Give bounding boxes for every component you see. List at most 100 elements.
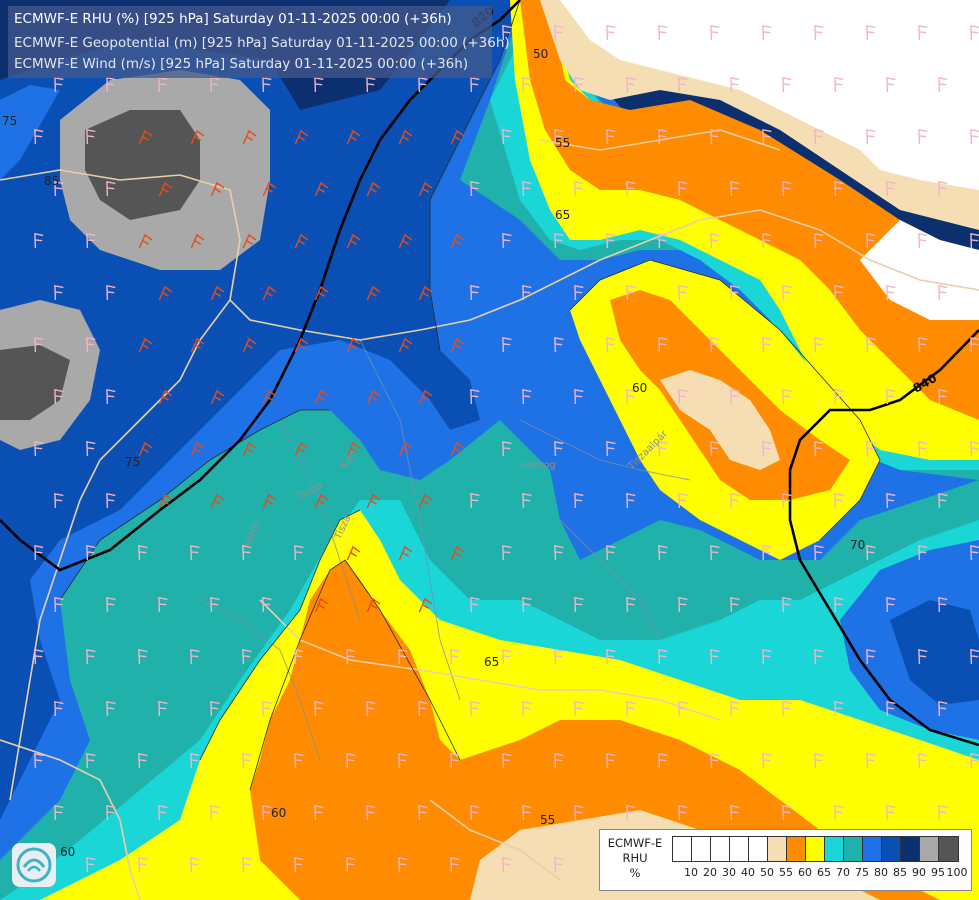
- legend-swatch: [787, 837, 806, 861]
- wind-barb: [886, 389, 896, 405]
- wind-barb: [366, 389, 381, 405]
- wind-barb: [86, 233, 96, 249]
- wind-barb: [450, 233, 465, 249]
- border-lines: [0, 129, 979, 900]
- rhu-label: 55: [540, 813, 555, 827]
- wind-barb: [398, 857, 408, 873]
- wind-barb: [54, 597, 64, 613]
- rhu-label: 60: [632, 381, 647, 395]
- wind-barb: [398, 545, 413, 561]
- wind-barb: [502, 441, 512, 457]
- wind-barb: [346, 649, 356, 665]
- wind-barb: [730, 805, 740, 821]
- wind-barb: [418, 389, 433, 405]
- rhu-band-55: [250, 560, 940, 900]
- wind-barb: [502, 337, 512, 353]
- wind-barb: [502, 233, 512, 249]
- wind-barb: [54, 493, 64, 509]
- wind-barb: [762, 545, 772, 561]
- legend-swatch: [806, 837, 825, 861]
- wind-barb: [626, 389, 636, 405]
- wind-barb: [554, 129, 564, 145]
- wind-barb: [834, 493, 844, 509]
- wind-barb: [158, 597, 168, 613]
- wind-barb: [834, 77, 844, 93]
- wind-barb: [262, 389, 277, 405]
- wind-barb: [866, 545, 876, 561]
- wind-barb: [710, 25, 720, 41]
- wind-barb: [314, 597, 329, 613]
- wind-barb: [86, 857, 96, 873]
- wind-barb: [346, 753, 356, 769]
- legend-tick: 85: [893, 866, 907, 879]
- legend-tick-labels: 10 20 30 40 50 55 60 65 70 75 80 85 90 95 100: [672, 866, 972, 880]
- wind-barb: [470, 493, 480, 509]
- wind-barb: [658, 129, 668, 145]
- wind-barb: [730, 181, 740, 197]
- wind-barb: [658, 233, 668, 249]
- wind-barb: [294, 857, 304, 873]
- legend-tick: 75: [855, 866, 869, 879]
- wind-barb: [866, 441, 876, 457]
- geopotential-title: ECMWF-E Geopotential (m) [925 hPa] Satur…: [14, 35, 510, 51]
- wind-barb: [814, 129, 824, 145]
- wind-barb: [138, 545, 148, 561]
- wind-barb: [554, 337, 564, 353]
- wind-barb: [522, 597, 532, 613]
- wind-barb: [834, 597, 844, 613]
- legend-swatch: [768, 837, 787, 861]
- wind-barb: [502, 857, 512, 873]
- wind-barb: [242, 337, 257, 353]
- wind-barb: [554, 545, 564, 561]
- wind-barb: [626, 493, 636, 509]
- wind-barb: [606, 129, 616, 145]
- wind-barb: [86, 649, 96, 665]
- wind-barb: [886, 701, 896, 717]
- wind-barb: [710, 233, 720, 249]
- wind-barb: [522, 389, 532, 405]
- wind-barb: [574, 493, 584, 509]
- rhu-band-80-west: [0, 120, 40, 250]
- legend-color-bar: [672, 836, 959, 862]
- wind-barb: [158, 701, 168, 717]
- legend-swatch: [692, 837, 711, 861]
- wind-barb: [242, 545, 252, 561]
- wind-barb: [814, 233, 824, 249]
- wind-barb: [158, 181, 173, 197]
- wind-barb: [762, 25, 772, 41]
- legend-tick: 20: [703, 866, 717, 879]
- legend-swatch: [711, 837, 730, 861]
- wind-barb: [210, 701, 220, 717]
- wind-barb: [626, 805, 636, 821]
- wind-barb: [918, 25, 928, 41]
- wind-barb: [678, 493, 688, 509]
- wind-barb: [502, 649, 512, 665]
- wind-barb: [918, 753, 928, 769]
- rhu-contour-lines: [59, 0, 881, 791]
- wind-barb: [398, 337, 413, 353]
- wind-barb: [106, 597, 116, 613]
- wind-barb: [970, 545, 979, 561]
- rhu-band-40: [560, 0, 979, 190]
- wind-barb: [970, 25, 979, 41]
- wind-barb: [502, 129, 512, 145]
- wind-barb: [190, 441, 205, 457]
- wind-barb: [54, 805, 64, 821]
- legend-variable: RHU: [622, 851, 648, 865]
- legend-tick: 95: [931, 866, 945, 879]
- legend-tick: 100: [946, 866, 968, 879]
- wind-barb: [294, 337, 309, 353]
- wind-barb: [262, 493, 277, 509]
- wind-barb: [814, 545, 824, 561]
- wind-barb: [522, 77, 532, 93]
- rhu-label: 50: [533, 47, 548, 61]
- wind-barb: [190, 337, 205, 353]
- wind-barb: [918, 233, 928, 249]
- rhu-band-85-se: [890, 600, 979, 705]
- wind-barb: [834, 285, 844, 301]
- wind-barb: [54, 701, 64, 717]
- wind-barb: [606, 545, 616, 561]
- wind-barb: [106, 181, 116, 197]
- wind-barb: [782, 77, 792, 93]
- wind-barb: [554, 233, 564, 249]
